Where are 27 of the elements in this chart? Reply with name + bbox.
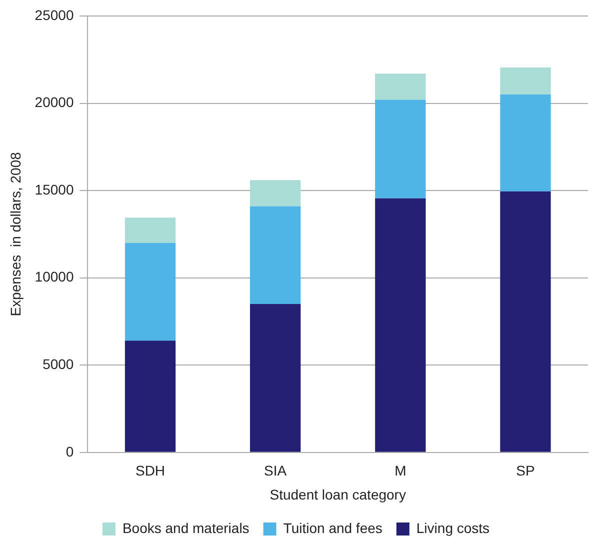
x-tick-label: M <box>394 462 406 479</box>
legend-label: Living costs <box>416 520 490 536</box>
bar <box>375 74 426 100</box>
y-tick-label: 20000 <box>34 94 74 110</box>
bar <box>124 218 176 243</box>
bar <box>250 180 301 206</box>
x-tick-label: SIA <box>264 462 288 479</box>
legend-label: Books and materials <box>122 520 250 536</box>
bar <box>500 67 551 95</box>
y-tick-label: 25000 <box>34 6 74 23</box>
x-tick-label: SP <box>516 462 535 479</box>
bar <box>375 198 426 452</box>
bar <box>124 242 176 341</box>
y-tick-label: 10000 <box>34 268 74 285</box>
legend-label: Tuition and fees <box>283 520 382 536</box>
x-axis-title: Student loan category <box>270 486 406 502</box>
bar <box>250 206 301 304</box>
y-tick-label: 15000 <box>34 181 74 198</box>
y-tick-label: 0 <box>66 443 74 460</box>
y-axis-title: Expenses in dollars, 2008 <box>7 152 24 316</box>
bar <box>500 94 551 192</box>
bar <box>124 340 176 452</box>
y-tick-label: 5000 <box>42 356 74 372</box>
bar <box>250 304 301 452</box>
bar <box>500 191 551 452</box>
x-tick-label: SDH <box>135 462 166 479</box>
bar <box>375 100 426 198</box>
